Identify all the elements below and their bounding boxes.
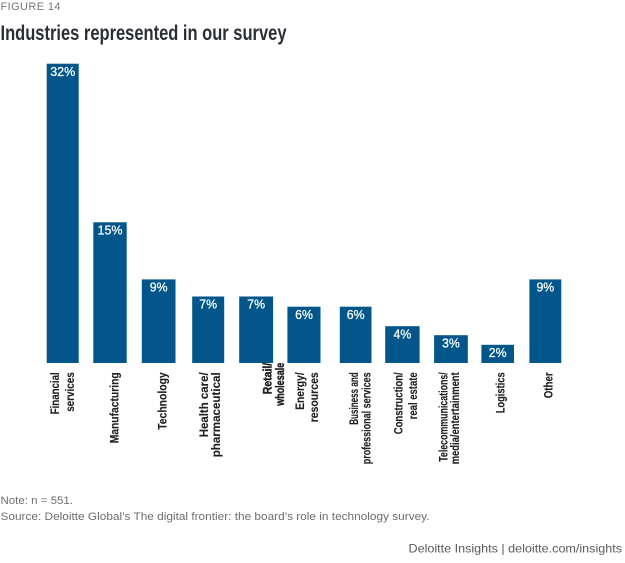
svg-text:real estate: real estate <box>408 372 420 419</box>
svg-text:9%: 9% <box>150 280 168 295</box>
svg-text:9%: 9% <box>536 280 554 295</box>
svg-text:professional services: professional services <box>362 372 374 464</box>
svg-text:2%: 2% <box>489 345 507 360</box>
svg-text:Energy/: Energy/ <box>295 372 307 410</box>
svg-text:Construction/: Construction/ <box>394 372 406 435</box>
svg-text:7%: 7% <box>199 297 217 312</box>
svg-text:6%: 6% <box>295 307 313 322</box>
svg-text:Industries represented in our: Industries represented in our survey <box>1 22 287 45</box>
svg-text:15%: 15% <box>98 223 123 238</box>
svg-text:Telecommunications/: Telecommunications/ <box>438 372 450 462</box>
svg-text:4%: 4% <box>394 326 412 341</box>
svg-text:services: services <box>65 372 77 412</box>
svg-text:resources: resources <box>309 372 321 422</box>
svg-text:wholesale: wholesale <box>273 363 287 407</box>
svg-text:Note: n = 551.: Note: n = 551. <box>1 495 74 507</box>
svg-text:32%: 32% <box>50 64 75 79</box>
svg-text:7%: 7% <box>247 297 265 312</box>
svg-text:6%: 6% <box>347 307 365 322</box>
svg-text:Source: Deloitte Global’s The: Source: Deloitte Global’s The digital fr… <box>1 511 430 523</box>
svg-text:pharmaceutical: pharmaceutical <box>211 372 223 457</box>
svg-text:Retail/: Retail/ <box>261 362 275 394</box>
svg-text:Logistics: Logistics <box>495 372 507 413</box>
svg-text:Deloitte Insights | deloitte.c: Deloitte Insights | deloitte.com/insight… <box>409 542 623 556</box>
svg-text:FIGURE 14: FIGURE 14 <box>1 1 61 13</box>
svg-text:Other: Other <box>543 372 555 398</box>
svg-text:Financial: Financial <box>50 372 62 414</box>
svg-text:Business and: Business and <box>349 372 361 425</box>
svg-text:media/entertainment: media/entertainment <box>450 372 462 464</box>
svg-text:3%: 3% <box>442 335 460 350</box>
svg-text:Manufacturing: Manufacturing <box>110 372 122 443</box>
svg-text:Technology: Technology <box>157 372 169 430</box>
svg-text:Health care/: Health care/ <box>199 372 211 438</box>
